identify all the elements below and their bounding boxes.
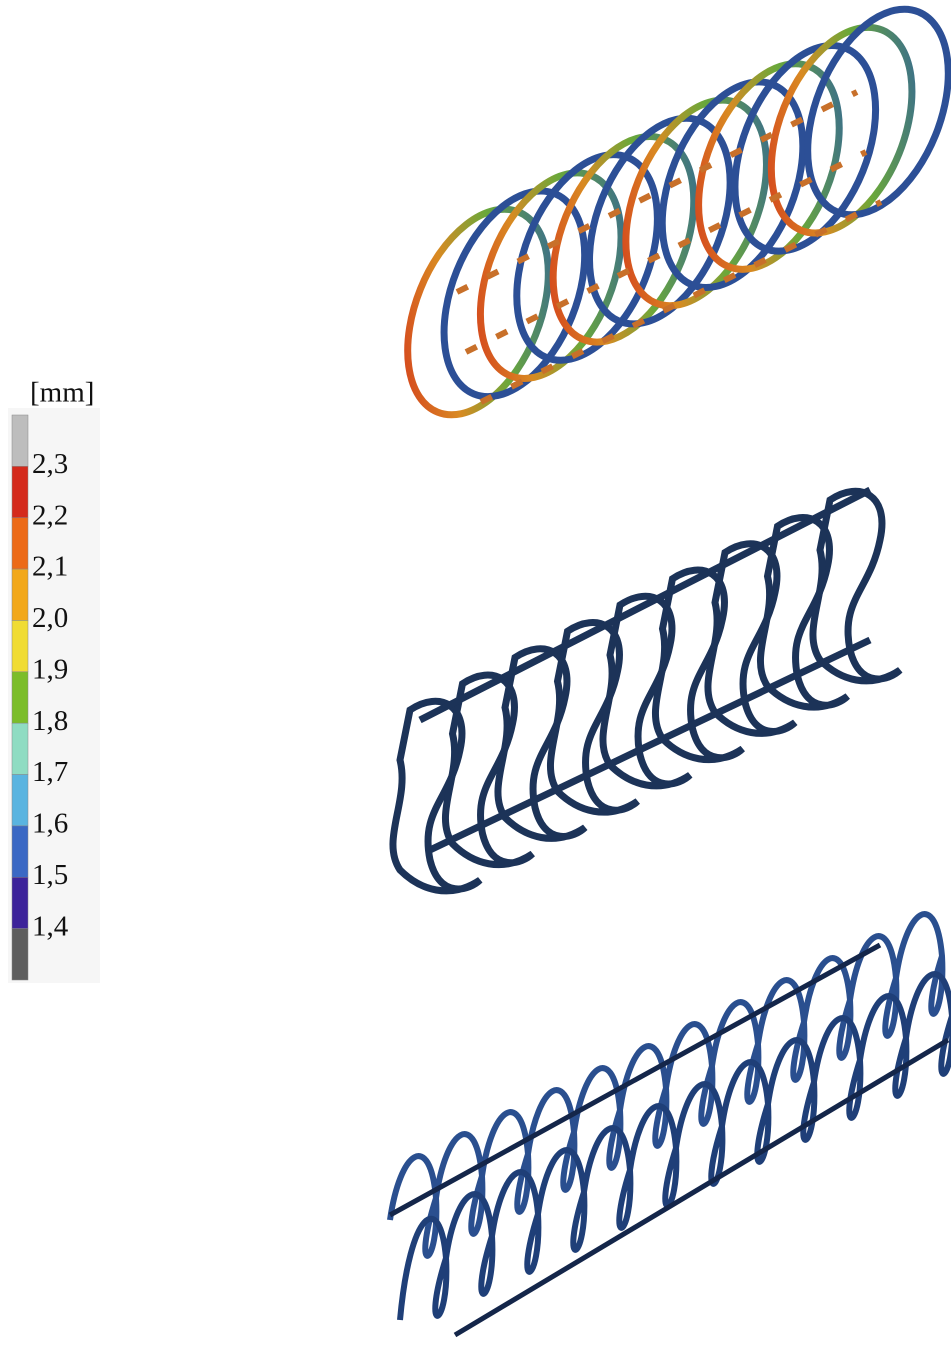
stent-ring [813,491,900,681]
stent-struts [400,974,951,1320]
colorbar-label: 1,9 [32,653,68,685]
colorbar-label: 1,6 [32,808,68,840]
colorbar-segment [12,569,28,620]
stent-connector [430,640,870,850]
colorbar-label: 2,1 [32,551,68,583]
colorbar-segment [12,620,28,671]
colorbar-label: 2,3 [32,448,68,480]
colorbar-label: 1,5 [32,859,68,891]
colorbar-segment [12,775,28,826]
colorbar-segment [12,672,28,723]
stent-ring [708,544,795,734]
colorbar-label: 1,4 [32,910,69,942]
colorbar-segment [12,929,28,980]
legend-unit: [mm] [30,377,94,409]
stent-edge [390,945,880,1215]
colorbar-label: 2,0 [32,602,68,634]
colorbar-segment [12,826,28,877]
colorbar-segment [12,415,28,466]
colorbar-label: 2,2 [32,499,68,531]
stent-ring [780,0,951,235]
figure: [mm] 2,3 2,2 2,1 2,0 1,9 1,8 1,7 1,6 1,5 1,4 [0,0,951,1345]
colorbar-segment [12,877,28,928]
colorbar-label: 1,8 [32,705,68,737]
colorbar-segment [12,723,28,774]
stent-ring [393,701,480,891]
stent-ring [760,518,847,708]
colorbar-segment [12,518,28,569]
stent-ring [655,570,742,760]
colorbar-label: 1,7 [32,756,68,788]
colorbar-segment [12,466,28,517]
stent-renderings [380,0,951,1335]
